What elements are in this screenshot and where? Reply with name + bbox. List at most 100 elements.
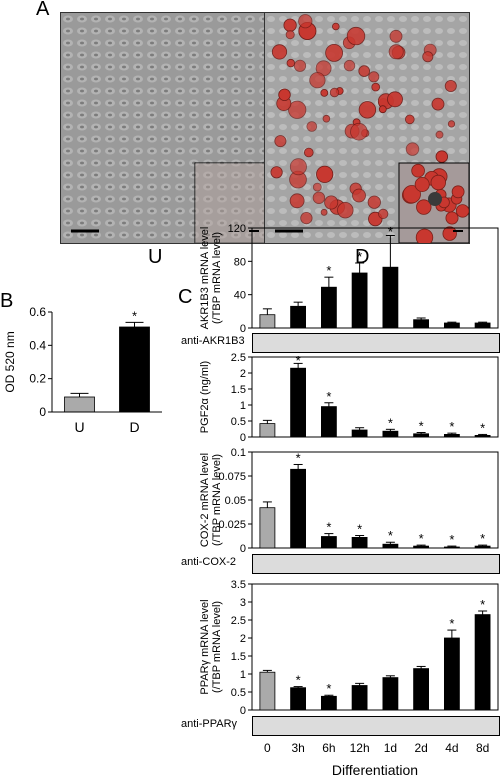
y-tick-label: 2.5 — [231, 352, 246, 364]
lipid-droplet — [278, 88, 291, 102]
y-tick-label: 1.5 — [231, 384, 246, 396]
significance-marker: * — [480, 420, 485, 435]
significance-marker: * — [296, 673, 301, 688]
lipid-droplet — [431, 97, 445, 111]
significance-marker: * — [296, 353, 301, 368]
micrograph-u-image — [61, 13, 265, 243]
lipid-droplet-inset — [415, 228, 434, 243]
lipid-droplet — [343, 59, 356, 72]
bar-3h — [290, 468, 307, 549]
y-tick-label: 1 — [240, 400, 246, 412]
significance-marker: * — [326, 520, 331, 535]
lipid-droplet — [312, 191, 326, 205]
y-tick-label: 0.2 — [29, 372, 46, 386]
significance-marker: * — [388, 224, 393, 239]
plot-frame — [251, 227, 499, 329]
lipid-droplet — [316, 165, 334, 183]
x-tick-label-0: 0 — [264, 741, 271, 755]
lipid-droplet — [352, 188, 366, 203]
western-blot-cox2: anti-COX-2 — [181, 554, 500, 574]
micrograph-d-image — [265, 13, 469, 243]
lipid-droplet — [303, 147, 314, 158]
bar-12h — [351, 537, 368, 549]
significance-marker: * — [326, 263, 331, 278]
significance-marker: * — [449, 419, 454, 434]
y-tick-label: 0.05 — [225, 495, 246, 507]
bar-1d — [382, 543, 399, 549]
significance-marker: * — [357, 249, 362, 264]
plot-frame — [251, 451, 499, 549]
western-blot-ppargamma: anti-PPARγ — [181, 716, 500, 736]
lipid-droplet — [286, 58, 295, 68]
lipid-droplet — [306, 121, 318, 132]
lipid-droplet — [329, 87, 340, 98]
bar-4d — [443, 546, 460, 549]
lipid-droplet-inset — [451, 185, 465, 199]
micrograph-undifferentiated — [60, 12, 266, 244]
lipid-droplet — [358, 101, 377, 119]
bar-3h — [290, 687, 307, 711]
lipid-droplet-inset — [455, 204, 469, 218]
bar-8d — [474, 434, 491, 438]
lipid-droplet — [332, 22, 340, 31]
y-tick-label: 120 — [228, 223, 246, 235]
significance-marker: * — [388, 528, 393, 543]
bar-1d — [382, 677, 399, 711]
bar-0 — [259, 314, 276, 329]
y-tick-label: 0.6 — [29, 305, 46, 319]
x-tick-label-4d: 4d — [445, 741, 458, 755]
y-axis-label: OD 520 nm — [3, 331, 17, 392]
y-axis-label: (/TBP mRNA level) — [211, 601, 223, 693]
y-tick-label: 3.5 — [231, 579, 246, 591]
significance-marker: * — [419, 419, 424, 434]
bar-6h — [320, 406, 337, 438]
significance-marker: * — [357, 522, 362, 537]
bar-12h — [351, 272, 368, 329]
y-axis-label: COX-2 mRNA level — [199, 453, 211, 547]
y-axis-label: PGF2α (ng/ml) — [199, 361, 211, 433]
lipid-droplet — [367, 195, 381, 209]
bar-6h — [320, 286, 337, 329]
lipid-droplet — [312, 182, 322, 192]
bar-1d — [382, 430, 399, 438]
bar-1d — [382, 266, 399, 329]
lipid-droplet — [298, 14, 313, 29]
bar-6h — [320, 536, 337, 549]
bar-12h — [351, 685, 368, 711]
lipid-droplet — [368, 71, 380, 83]
lipid-droplet-inset — [414, 176, 430, 192]
significance-marker: * — [326, 389, 331, 404]
y-tick-label: 80 — [234, 256, 246, 268]
x-tick-label-1d: 1d — [384, 741, 397, 755]
label-u-micrograph: U — [148, 246, 163, 268]
lipid-droplet — [274, 135, 287, 148]
y-tick-label: 0 — [240, 543, 246, 555]
panel-c-letter: C — [178, 286, 193, 308]
lipid-droplet-inset — [430, 174, 447, 191]
y-tick-label: 0.4 — [29, 338, 46, 352]
lipid-droplet — [337, 201, 354, 219]
significance-marker: * — [449, 532, 454, 547]
plot-frame — [251, 583, 499, 711]
y-tick-label: 0 — [39, 405, 46, 419]
significance-marker: * — [326, 681, 331, 696]
y-tick-label: 0.5 — [231, 416, 246, 428]
blot-label-ppargamma: anti-PPARγ — [181, 718, 238, 730]
y-tick-label: 0.025 — [218, 519, 246, 531]
micrograph-differentiated — [264, 12, 470, 244]
bar-2d — [413, 545, 430, 549]
y-tick-label: 0 — [240, 323, 246, 335]
bar-6h — [320, 695, 337, 711]
y-tick-label: 0 — [240, 432, 246, 444]
significance-marker: * — [480, 597, 485, 612]
x-axis-label-differentiation: Differentiation — [332, 762, 418, 778]
lipid-droplet — [389, 29, 403, 43]
significance-marker: * — [388, 415, 393, 430]
bar-D — [119, 326, 150, 413]
lipid-droplet — [320, 89, 329, 97]
y-tick-label: 3 — [240, 597, 246, 609]
bar-2d — [413, 433, 430, 438]
x-tick-label-2d: 2d — [414, 741, 427, 755]
lipid-droplet — [447, 120, 456, 128]
x-tick-label-8d: 8d — [476, 741, 489, 755]
